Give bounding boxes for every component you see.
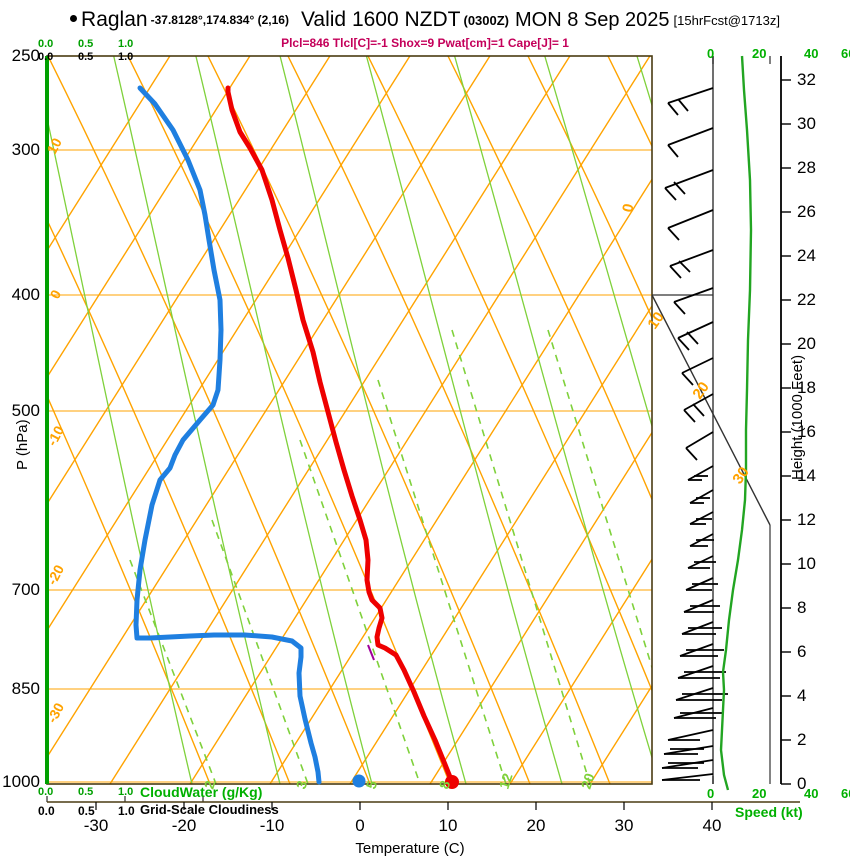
- cloudwater-axis-ticks: [46, 796, 204, 802]
- temp-tick-30: 30: [614, 816, 634, 835]
- temperature-curve: [225, 85, 455, 785]
- speed-bottom-tick-0: 0: [707, 786, 715, 801]
- speed-bottom-tick-40: 40: [804, 786, 819, 801]
- height-tick-4: 4: [797, 686, 807, 705]
- cloudiness-top-tick-1: 0.5: [78, 51, 94, 63]
- valid-time: Valid 1600 NZDT: [300, 8, 461, 31]
- svg-text:10: 10: [44, 135, 66, 156]
- isotherm-lines: [47, 56, 652, 784]
- height-tick-10: 10: [797, 554, 816, 573]
- height-tick-28: 28: [797, 158, 816, 177]
- speed-top-tick-40: 40: [804, 46, 819, 61]
- cloudiness-top-tick-2: 1.0: [118, 51, 134, 63]
- pressure-tick-400: 400: [11, 285, 40, 304]
- pressure-tick-300: 300: [11, 140, 40, 159]
- cloudwater-bottom-tick-1: 0.5: [78, 786, 94, 798]
- station-coordinates: -37.8128°,174.834° (2,16): [150, 13, 289, 27]
- dry-adiabat-labels: 0 10 20 30: [619, 202, 753, 487]
- cloudiness-legend-label: Grid-Scale Cloudiness: [140, 802, 279, 817]
- wind-barbs: [661, 87, 728, 781]
- cloudiness-bottom-tick-1: 0.5: [78, 804, 95, 818]
- speed-top-tick-0: 0: [707, 46, 715, 61]
- pressure-tick-1000: 1000: [2, 772, 40, 791]
- wind-speed-curve: [719, 55, 753, 791]
- svg-text:20: 20: [689, 379, 712, 402]
- height-axis-title: Height (1000 Feet): [789, 354, 806, 480]
- temp-tick-20: 20: [526, 816, 546, 835]
- height-tick-2: 2: [797, 730, 807, 749]
- temp-tick-40: 40: [702, 816, 722, 835]
- height-tick-0: 0: [797, 774, 807, 793]
- temp-tick--30: -30: [83, 816, 109, 835]
- height-tick-12: 12: [797, 510, 816, 529]
- speed-axis-title: Speed (kt): [735, 804, 803, 820]
- cloudwater-legend-label: CloudWater (g/Kg): [140, 784, 263, 800]
- speed-bottom-tick-20: 20: [752, 786, 767, 801]
- valid-date: MON 8 Sep 2025: [515, 8, 670, 31]
- sounding-indices: Plcl=846 Tlcl[C]=-1 Shox=9 Pwat[cm]=1 Ca…: [281, 36, 569, 50]
- wind-barb-panel: [651, 56, 771, 784]
- height-tick-8: 8: [797, 598, 807, 617]
- svg-text:30: 30: [729, 464, 752, 487]
- height-tick-26: 26: [797, 202, 816, 221]
- cloudwater-bottom-tick-2: 1.0: [118, 786, 134, 798]
- surface-temperature-dot: [445, 775, 459, 789]
- temp-tick-0: 0: [355, 816, 365, 835]
- cloudiness-bottom-tick-0: 0.0: [38, 804, 55, 818]
- moist-adiabat-lines: [47, 56, 652, 784]
- mixing-ratio-lines: [129, 329, 652, 784]
- cloudwater-bottom-tick-0: 0.0: [38, 786, 54, 798]
- temperature-axis-title: Temperature (C): [355, 840, 465, 857]
- pressure-axis-title: P (hPa): [14, 419, 31, 470]
- svg-text:3: 3: [293, 778, 311, 791]
- forecast-info: [15hrFcst@1713z]: [673, 12, 780, 28]
- plot-frame: [45, 55, 653, 785]
- surface-dewpoint-dot: [352, 774, 366, 788]
- height-tick-30: 30: [797, 114, 816, 133]
- svg-text:20: 20: [578, 771, 598, 791]
- pressure-tick-850: 850: [11, 679, 40, 698]
- height-tick-22: 22: [797, 290, 816, 309]
- speed-bottom-tick-60: 60: [841, 786, 850, 801]
- cloudiness-bottom-tick-2: 1.0: [118, 804, 135, 818]
- svg-text:12: 12: [496, 771, 516, 791]
- station-name: Raglan: [81, 8, 148, 31]
- height-tick-20: 20: [797, 334, 816, 353]
- parcel-segment: [367, 644, 375, 661]
- svg-text:0: 0: [619, 202, 637, 214]
- temp-tick--20: -20: [171, 816, 197, 835]
- temp-tick-10: 10: [438, 816, 458, 835]
- station-marker-icon: [70, 14, 78, 22]
- cloudwater-top-tick-1: 0.5: [78, 38, 94, 50]
- pressure-tick-250: 250: [11, 46, 40, 65]
- cloudwater-top-tick-0: 0.0: [38, 38, 54, 50]
- pressure-tick-700: 700: [11, 580, 40, 599]
- dewpoint-curve: [133, 85, 322, 785]
- pressure-tick-500: 500: [11, 401, 40, 420]
- height-axis: [780, 56, 791, 785]
- height-tick-32: 32: [797, 70, 816, 89]
- svg-text:0: 0: [47, 287, 65, 302]
- height-tick-14: 14: [797, 466, 816, 485]
- speed-axis-ticks: [712, 56, 771, 64]
- speed-top-tick-60: 60: [841, 46, 850, 61]
- chart-header: Raglan -37.8128°,174.834° (2,16) Valid 160…: [0, 8, 850, 32]
- cloudwater-top-tick-2: 1.0: [118, 38, 134, 50]
- height-tick-16: 16: [797, 422, 816, 441]
- temp-tick--10: -10: [259, 816, 285, 835]
- height-tick-6: 6: [797, 642, 807, 661]
- speed-top-tick-20: 20: [752, 46, 767, 61]
- zulu-time: (0300Z): [463, 12, 510, 28]
- cloudiness-top-tick-0: 0.0: [38, 51, 54, 63]
- height-tick-18: 18: [797, 378, 816, 397]
- height-tick-24: 24: [797, 246, 816, 265]
- temperature-axis: [47, 801, 800, 810]
- svg-text:10: 10: [644, 309, 667, 332]
